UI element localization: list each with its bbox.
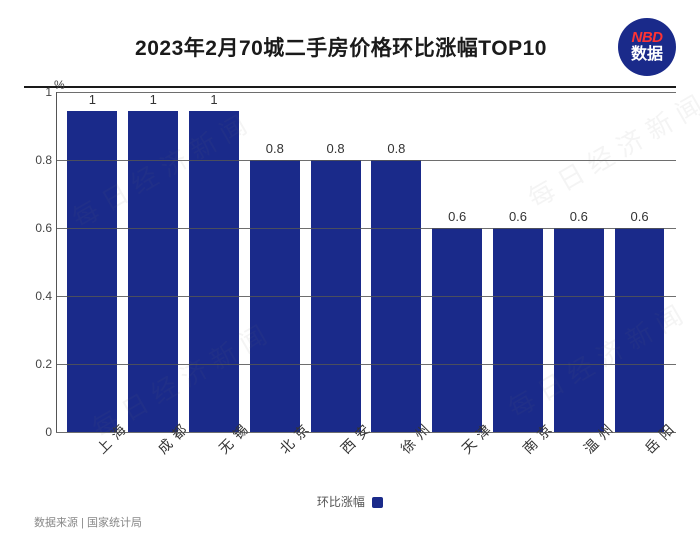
bar-value-label: 1 — [150, 92, 157, 107]
legend-swatch — [372, 497, 383, 508]
bar-value-label: 1 — [210, 92, 217, 107]
bar-value-label: 0.6 — [448, 209, 466, 224]
bar-value-label: 0.6 — [631, 209, 649, 224]
bar — [493, 228, 543, 432]
bar-item: 0.6天津 — [427, 92, 488, 432]
y-tick-label: 0.4 — [22, 289, 52, 303]
bar-item: 0.6岳阳 — [609, 92, 670, 432]
bar-value-label: 1 — [89, 92, 96, 107]
bar-chart: % 1上海1成都1无锡0.8北京0.8西安0.8徐州0.6天津0.6南京0.6温… — [56, 92, 676, 432]
bar-value-label: 0.8 — [387, 141, 405, 156]
gridline — [56, 160, 676, 161]
bar-item: 1上海 — [62, 92, 123, 432]
y-tick-label: 0 — [22, 425, 52, 439]
legend: 环比涨幅 — [0, 493, 700, 510]
title-divider — [24, 86, 676, 88]
gridline — [56, 228, 676, 229]
y-tick-label: 0.6 — [22, 221, 52, 235]
y-tick-label: 0.2 — [22, 357, 52, 371]
bar-item: 0.6温州 — [548, 92, 609, 432]
bar-value-label: 0.6 — [509, 209, 527, 224]
legend-label: 环比涨幅 — [317, 495, 365, 509]
gridline — [56, 364, 676, 365]
y-tick-label: 0.8 — [22, 153, 52, 167]
logo-text-bottom: 数据 — [631, 45, 663, 64]
gridline — [56, 296, 676, 297]
bar-item: 0.6南京 — [488, 92, 549, 432]
y-tick-label: 1 — [22, 85, 52, 99]
logo-text-top: NBD — [632, 30, 663, 45]
bar-value-label: 0.8 — [327, 141, 345, 156]
nbd-logo: NBD 数据 — [618, 18, 676, 76]
bar-value-label: 0.8 — [266, 141, 284, 156]
chart-title: 2023年2月70城二手房价格环比涨幅TOP10 — [64, 32, 618, 62]
gridline — [56, 92, 676, 93]
bar — [432, 228, 482, 432]
y-axis-unit: % — [54, 78, 65, 92]
bar-item: 0.8徐州 — [366, 92, 427, 432]
bar — [615, 228, 665, 432]
data-source: 数据来源 | 国家统计局 — [34, 514, 142, 530]
bar-item: 0.8北京 — [244, 92, 305, 432]
bar — [554, 228, 604, 432]
bar-item: 1成都 — [123, 92, 184, 432]
bar-item: 0.8西安 — [305, 92, 366, 432]
bar-item: 1无锡 — [184, 92, 245, 432]
bar-value-label: 0.6 — [570, 209, 588, 224]
bars-container: 1上海1成都1无锡0.8北京0.8西安0.8徐州0.6天津0.6南京0.6温州0… — [56, 92, 676, 432]
gridline — [56, 432, 676, 433]
